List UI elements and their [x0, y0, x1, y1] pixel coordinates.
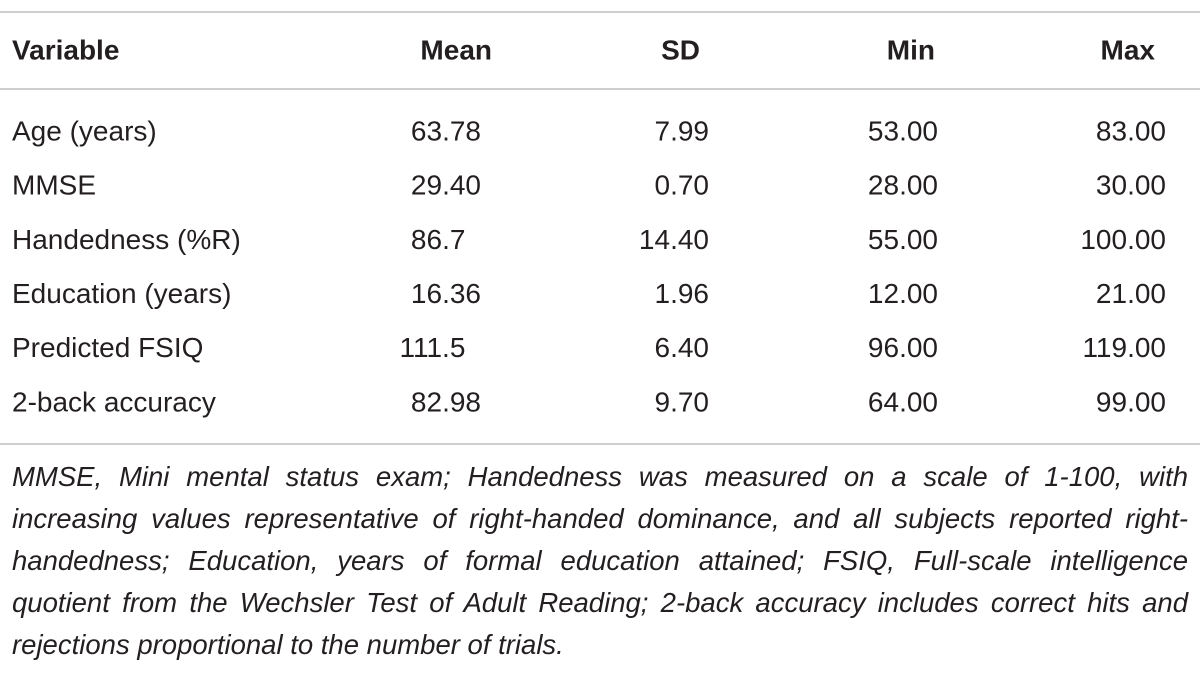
cell: 55.00 [868, 224, 938, 255]
cell: 86.7 [411, 224, 466, 255]
header-cell: Mean [420, 34, 492, 65]
cell: 12.00 [868, 278, 938, 309]
cell: 30.00 [1096, 170, 1166, 201]
header-cell: SD [661, 34, 700, 65]
cell: 82.98 [411, 386, 481, 417]
cell: 96.00 [868, 332, 938, 363]
cell: 0.70 [655, 170, 710, 201]
cell: 14.40 [639, 224, 709, 255]
cell: 21.00 [1096, 278, 1166, 309]
cell: 53.00 [868, 115, 938, 146]
header-cell: Max [1101, 34, 1156, 65]
header-cell: Min [887, 34, 935, 65]
header-cell: Variable [12, 34, 119, 65]
cell: 16.36 [411, 278, 481, 309]
cell: 83.00 [1096, 115, 1166, 146]
cell: 9.70 [655, 386, 710, 417]
cell: 99.00 [1096, 386, 1166, 417]
row-label: Predicted FSIQ [12, 332, 203, 363]
row-label: 2-back accuracy [12, 386, 216, 417]
cell: 100.00 [1080, 224, 1166, 255]
cell: 1.96 [655, 278, 710, 309]
cell: 28.00 [868, 170, 938, 201]
row-label: MMSE [12, 170, 96, 201]
table: Variable Mean SD Min Max Age (years) 63.78 7.99… [0, 11, 1200, 445]
cell: 6.40 [655, 332, 710, 363]
cell: 7.99 [655, 115, 710, 146]
row-label: Handedness (%R) [12, 224, 241, 255]
cell: 64.00 [868, 386, 938, 417]
cell: 119.00 [1082, 332, 1166, 363]
cell: 111.5 [400, 332, 466, 363]
row-label: Age (years) [12, 115, 157, 146]
cell: 63.78 [411, 115, 481, 146]
footnote: MMSE, Mini mental status exam; Handednes… [12, 461, 1188, 660]
cell: 29.40 [411, 170, 481, 201]
row-label: Education (years) [12, 278, 231, 309]
